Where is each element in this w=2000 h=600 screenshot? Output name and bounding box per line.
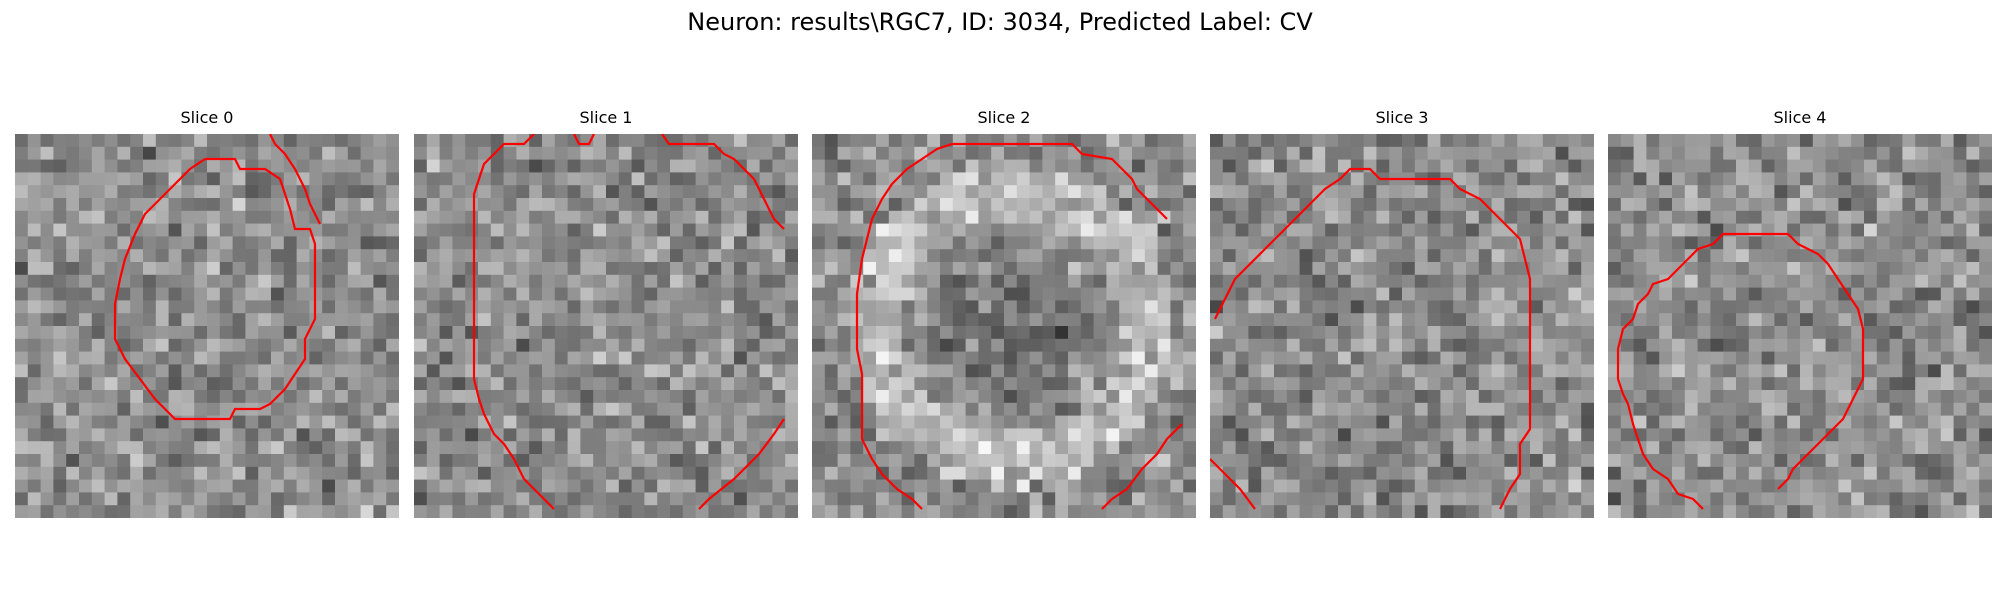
contour-line xyxy=(472,134,555,510)
slice-title-0: Slice 0 xyxy=(180,108,234,127)
contour-line xyxy=(113,157,317,421)
contour-line xyxy=(855,142,1168,510)
slice-image-0 xyxy=(15,134,399,518)
slice-image-4 xyxy=(1608,134,1992,518)
contour-line xyxy=(661,134,785,230)
slice-title-2: Slice 2 xyxy=(977,108,1031,127)
contour-line xyxy=(573,134,595,146)
contour-line xyxy=(698,418,785,510)
slice-title-3: Slice 3 xyxy=(1375,108,1429,127)
slice-image-1 xyxy=(414,134,798,518)
contour-line xyxy=(1210,458,1256,510)
slice-image-2 xyxy=(812,134,1196,518)
slice-title-4: Slice 4 xyxy=(1773,108,1827,127)
contour-line xyxy=(269,134,321,225)
contour-line xyxy=(1616,232,1865,510)
contour-line xyxy=(1101,423,1183,510)
contour-line xyxy=(1214,167,1532,510)
slice-title-1: Slice 1 xyxy=(579,108,633,127)
figure-title: Neuron: results\RGC7, ID: 3034, Predicte… xyxy=(687,8,1313,36)
slice-image-3 xyxy=(1210,134,1594,518)
